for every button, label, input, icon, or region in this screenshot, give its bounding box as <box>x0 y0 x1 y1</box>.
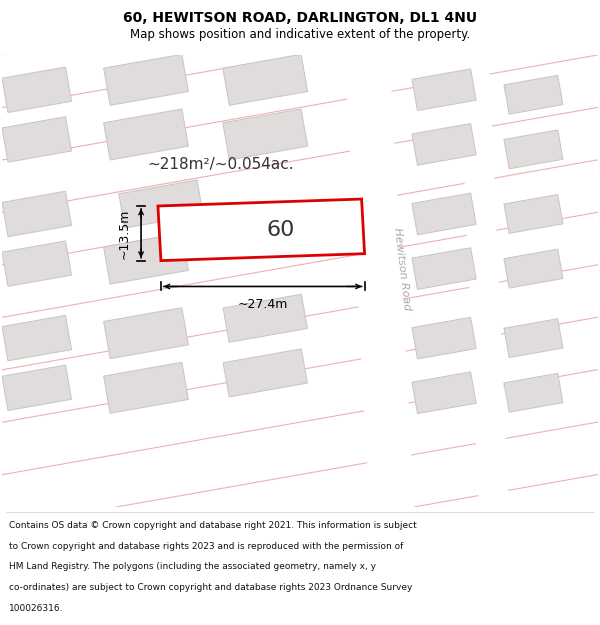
Polygon shape <box>412 193 476 235</box>
Polygon shape <box>223 109 308 160</box>
Polygon shape <box>2 365 71 411</box>
Text: Contains OS data © Crown copyright and database right 2021. This information is : Contains OS data © Crown copyright and d… <box>9 521 417 530</box>
Polygon shape <box>412 318 476 359</box>
Polygon shape <box>345 55 414 507</box>
Text: 60: 60 <box>267 220 295 240</box>
Text: Hewitson Road: Hewitson Road <box>392 227 412 311</box>
Text: ~218m²/~0.054ac.: ~218m²/~0.054ac. <box>147 157 294 172</box>
Polygon shape <box>2 67 71 112</box>
Polygon shape <box>504 194 563 233</box>
Polygon shape <box>2 241 71 286</box>
Polygon shape <box>104 233 188 284</box>
Polygon shape <box>504 373 563 412</box>
Polygon shape <box>412 124 476 165</box>
Text: ~13.5m: ~13.5m <box>118 208 131 259</box>
Text: HM Land Registry. The polygons (including the associated geometry, namely x, y: HM Land Registry. The polygons (includin… <box>9 562 376 571</box>
Text: 60, HEWITSON ROAD, DARLINGTON, DL1 4NU: 60, HEWITSON ROAD, DARLINGTON, DL1 4NU <box>123 11 477 25</box>
Polygon shape <box>223 294 307 343</box>
Polygon shape <box>2 117 71 162</box>
Text: co-ordinates) are subject to Crown copyright and database rights 2023 Ordnance S: co-ordinates) are subject to Crown copyr… <box>9 583 412 592</box>
Polygon shape <box>504 76 563 114</box>
Polygon shape <box>223 349 307 397</box>
Polygon shape <box>104 109 188 160</box>
Polygon shape <box>119 180 203 228</box>
Polygon shape <box>504 319 563 357</box>
Text: 100026316.: 100026316. <box>9 604 64 612</box>
Polygon shape <box>158 199 365 261</box>
Polygon shape <box>412 372 476 414</box>
Polygon shape <box>459 55 509 507</box>
Text: ~27.4m: ~27.4m <box>238 298 288 311</box>
Polygon shape <box>412 248 476 289</box>
Text: to Crown copyright and database rights 2023 and is reproduced with the permissio: to Crown copyright and database rights 2… <box>9 542 403 551</box>
Polygon shape <box>504 249 563 288</box>
Polygon shape <box>2 191 71 237</box>
Polygon shape <box>104 308 188 359</box>
Polygon shape <box>504 130 563 169</box>
Polygon shape <box>412 69 476 111</box>
Text: Map shows position and indicative extent of the property.: Map shows position and indicative extent… <box>130 28 470 41</box>
Polygon shape <box>104 54 188 106</box>
Polygon shape <box>104 362 188 413</box>
Polygon shape <box>223 54 308 106</box>
Polygon shape <box>2 316 71 361</box>
